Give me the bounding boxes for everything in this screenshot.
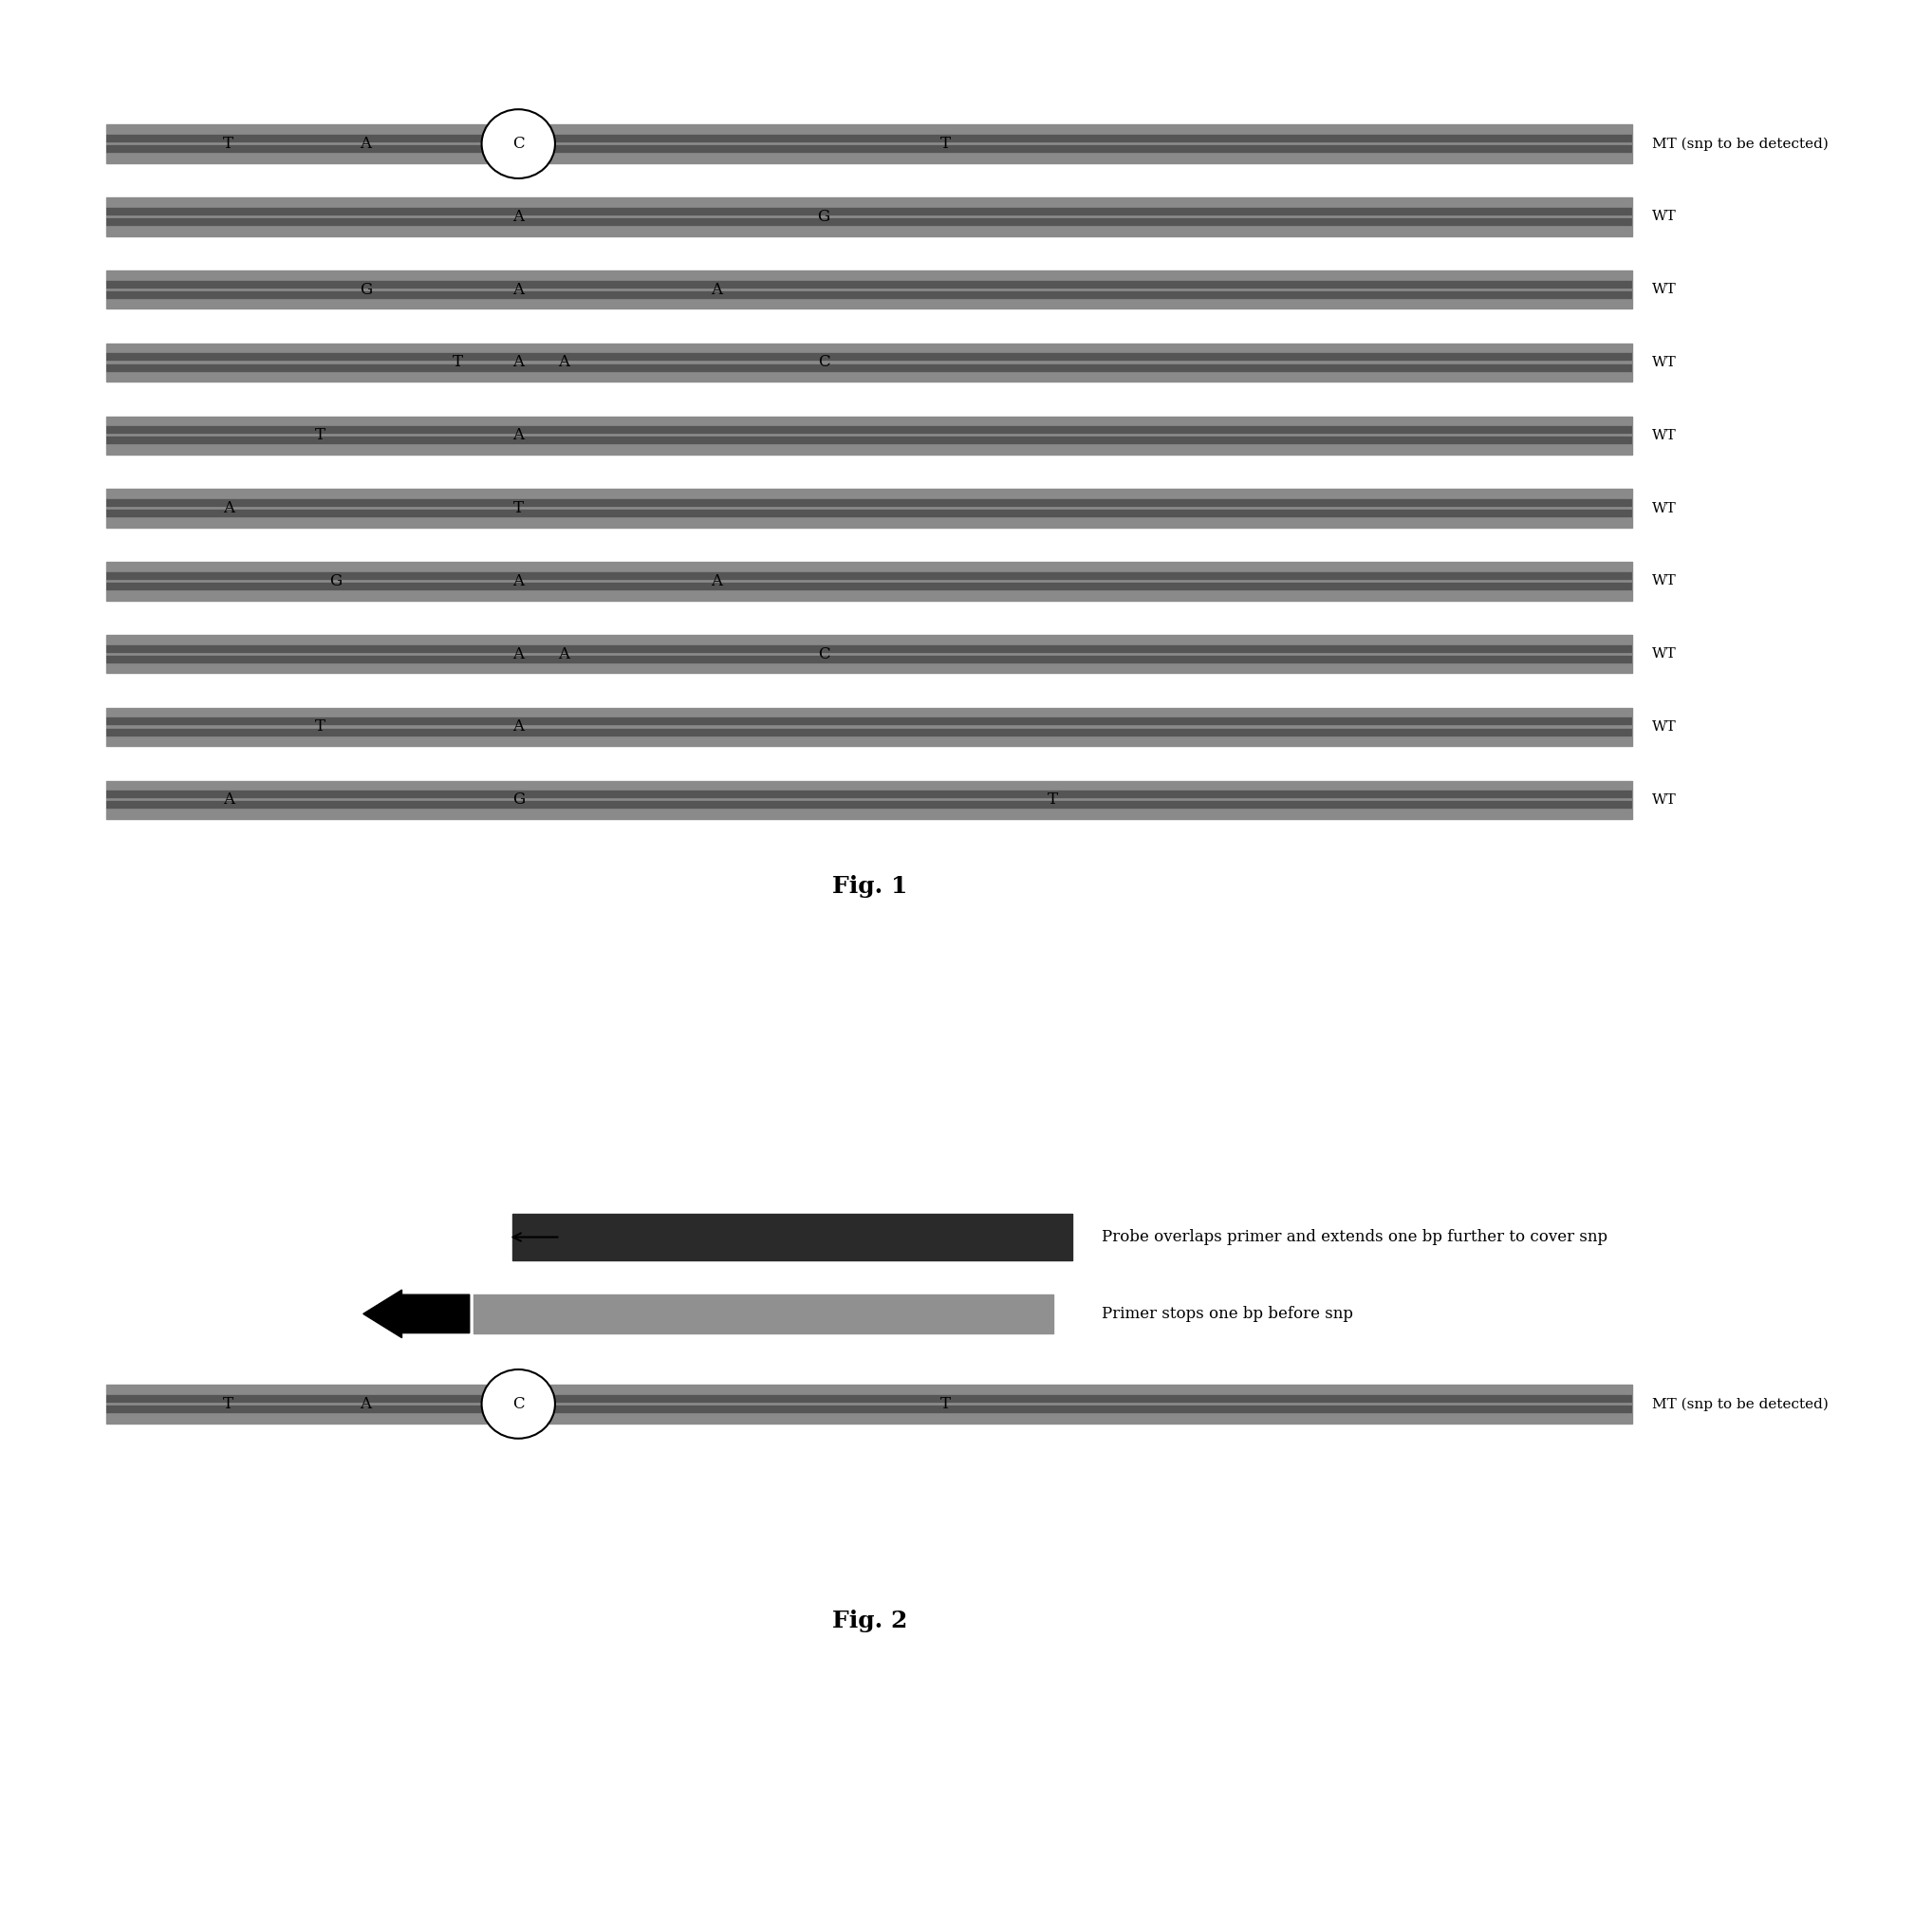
Text: A: A [512,646,524,662]
Text: A: A [222,501,234,516]
Text: T: T [222,1396,234,1412]
Text: A: A [512,428,524,443]
Text: A: A [359,136,371,152]
Text: A: A [359,1396,371,1412]
Text: WT: WT [1652,721,1677,733]
Text: T: T [941,136,951,152]
Text: T: T [222,136,234,152]
Text: WT: WT [1652,575,1677,587]
Text: T: T [315,428,325,443]
Text: WT: WT [1652,794,1677,806]
Text: A: A [512,573,524,589]
Text: Primer stops one bp before snp: Primer stops one bp before snp [1101,1306,1352,1322]
Text: WT: WT [1652,357,1677,368]
Text: G: G [359,282,373,297]
Text: C: C [817,646,829,662]
Text: A: A [512,282,524,297]
Text: WT: WT [1652,430,1677,441]
Text: A: A [222,792,234,807]
Text: G: G [817,209,831,224]
Text: C: C [817,355,829,370]
Text: MT (snp to be detected): MT (snp to be detected) [1652,1396,1828,1412]
FancyArrow shape [363,1289,469,1339]
Text: A: A [558,355,570,370]
Ellipse shape [481,109,554,178]
Text: Fig. 1: Fig. 1 [833,875,906,898]
Text: A: A [512,355,524,370]
Ellipse shape [481,1369,554,1438]
Text: A: A [711,282,723,297]
Text: T: T [452,355,462,370]
Text: MT (snp to be detected): MT (snp to be detected) [1652,136,1828,152]
Text: WT: WT [1652,648,1677,660]
Text: G: G [328,573,342,589]
Text: C: C [512,136,524,152]
Text: T: T [941,1396,951,1412]
Text: WT: WT [1652,211,1677,222]
Text: WT: WT [1652,503,1677,514]
Text: A: A [512,209,524,224]
Text: C: C [512,1396,524,1412]
Text: G: G [512,792,526,807]
Text: A: A [711,573,723,589]
Text: A: A [558,646,570,662]
Text: Probe overlaps primer and extends one bp further to cover snp: Probe overlaps primer and extends one bp… [1101,1229,1607,1245]
Text: T: T [1047,792,1059,807]
Text: T: T [315,719,325,735]
Text: T: T [514,501,524,516]
Text: A: A [512,719,524,735]
Text: Fig. 2: Fig. 2 [833,1609,906,1632]
Text: WT: WT [1652,284,1677,295]
